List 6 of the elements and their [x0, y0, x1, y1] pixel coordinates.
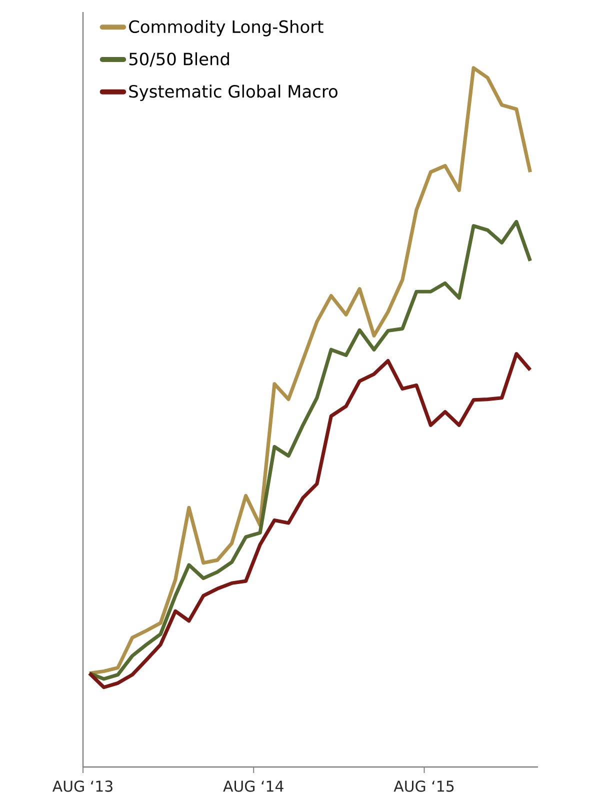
x-tick-label: AUG ‘15: [394, 780, 454, 792]
legend-label: 50/50 Blend: [129, 52, 229, 67]
x-tick-label: AUG ‘14: [223, 780, 284, 792]
legend-label: Commodity Long-Short: [129, 20, 324, 36]
legend-label: Systematic Global Macro: [129, 84, 338, 102]
x-tick-label: AUG ‘13: [52, 780, 112, 792]
